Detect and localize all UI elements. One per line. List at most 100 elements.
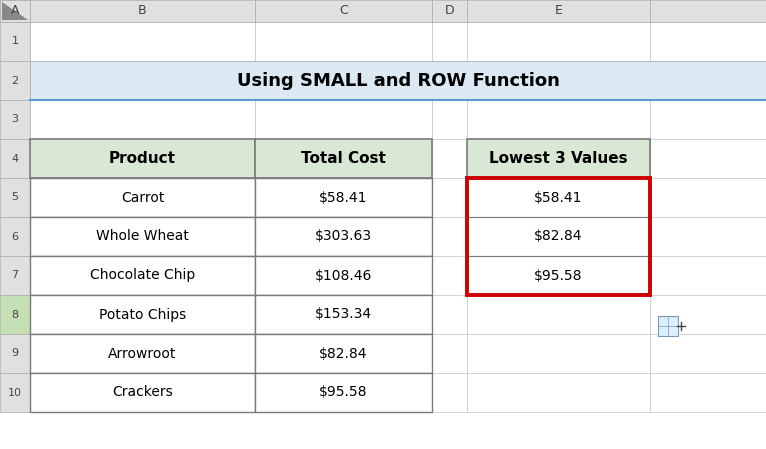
Bar	[0, 295, 30, 334]
Bar	[30, 22, 255, 61]
Bar	[255, 61, 432, 100]
Text: 1: 1	[11, 36, 18, 47]
Bar	[30, 373, 255, 412]
Bar	[650, 373, 766, 412]
Text: Arrowroot: Arrowroot	[108, 347, 177, 361]
Bar	[467, 373, 650, 412]
Bar	[255, 373, 432, 412]
Text: $95.58: $95.58	[319, 386, 368, 400]
Bar	[255, 0, 432, 22]
Bar	[30, 178, 255, 217]
Bar	[30, 217, 255, 256]
Text: 9: 9	[11, 348, 18, 358]
Bar	[30, 0, 255, 22]
Bar	[255, 22, 432, 61]
Bar	[650, 139, 766, 178]
Text: 7: 7	[11, 270, 18, 281]
Bar	[650, 217, 766, 256]
Bar	[30, 139, 255, 178]
Bar	[467, 178, 650, 217]
Bar	[467, 178, 650, 217]
Bar	[0, 0, 30, 22]
Text: 4: 4	[11, 154, 18, 163]
Bar	[432, 334, 467, 373]
Bar	[432, 295, 467, 334]
Bar	[467, 0, 650, 22]
Bar	[432, 22, 467, 61]
Bar	[30, 178, 255, 217]
Text: $82.84: $82.84	[534, 229, 583, 243]
Text: $95.58: $95.58	[534, 269, 583, 282]
Bar	[30, 295, 255, 334]
Bar	[432, 217, 467, 256]
Text: D: D	[445, 4, 454, 18]
Bar	[432, 373, 467, 412]
Bar	[255, 217, 432, 256]
Text: $82.84: $82.84	[319, 347, 368, 361]
Bar	[255, 295, 432, 334]
Text: $58.41: $58.41	[534, 190, 583, 204]
Bar	[255, 373, 432, 412]
Bar	[30, 334, 255, 373]
Bar	[0, 139, 30, 178]
Bar	[30, 61, 255, 100]
Text: Product: Product	[109, 151, 176, 166]
Text: Whole Wheat: Whole Wheat	[96, 229, 189, 243]
Text: A: A	[11, 4, 19, 18]
Text: Potato Chips: Potato Chips	[99, 308, 186, 321]
Bar	[255, 178, 432, 217]
Text: Chocolate Chip: Chocolate Chip	[90, 269, 195, 282]
Bar	[0, 178, 30, 217]
Bar	[30, 256, 255, 295]
Text: B: B	[138, 4, 147, 18]
Bar	[0, 22, 30, 61]
Text: 2: 2	[11, 75, 18, 85]
Bar	[467, 256, 650, 295]
Bar	[30, 61, 766, 100]
Bar	[650, 61, 766, 100]
Bar	[658, 316, 678, 336]
Bar	[30, 373, 255, 412]
Polygon shape	[2, 2, 28, 20]
Bar	[30, 295, 255, 334]
Bar	[650, 0, 766, 22]
Text: $58.41: $58.41	[319, 190, 368, 204]
Bar	[255, 139, 432, 178]
Text: Total Cost: Total Cost	[301, 151, 386, 166]
Bar	[467, 61, 650, 100]
Bar	[467, 22, 650, 61]
Text: 6: 6	[11, 232, 18, 242]
Text: C: C	[339, 4, 348, 18]
Bar	[255, 178, 432, 217]
Bar	[30, 139, 255, 178]
Text: 8: 8	[11, 309, 18, 320]
Bar	[650, 334, 766, 373]
Bar	[467, 139, 650, 178]
Bar	[0, 256, 30, 295]
Bar	[467, 295, 650, 334]
Bar	[0, 373, 30, 412]
Bar	[255, 256, 432, 295]
Bar	[467, 217, 650, 256]
Text: 10: 10	[8, 387, 22, 397]
Bar	[255, 334, 432, 373]
Bar	[650, 256, 766, 295]
Bar	[30, 334, 255, 373]
Bar	[0, 0, 30, 22]
Bar	[467, 217, 650, 256]
Bar	[650, 100, 766, 139]
Bar	[432, 178, 467, 217]
Bar	[30, 100, 255, 139]
Bar	[255, 139, 432, 178]
Text: Crackers: Crackers	[112, 386, 173, 400]
Bar	[0, 334, 30, 373]
Bar	[432, 256, 467, 295]
Text: E: E	[555, 4, 562, 18]
Bar	[467, 100, 650, 139]
Text: 3: 3	[11, 114, 18, 124]
Text: Lowest 3 Values: Lowest 3 Values	[489, 151, 628, 166]
Text: $303.63: $303.63	[315, 229, 372, 243]
Bar	[467, 256, 650, 295]
Bar	[650, 295, 766, 334]
Bar	[432, 61, 467, 100]
